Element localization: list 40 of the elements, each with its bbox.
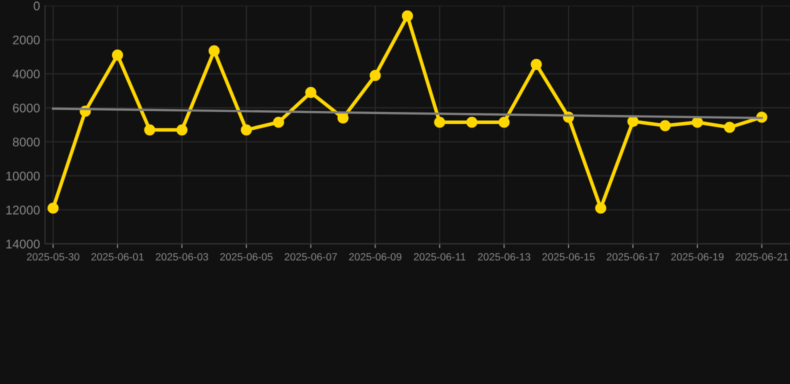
y-tick-label: 0 — [34, 2, 40, 10]
point — [337, 112, 349, 124]
x-tick-label: 2025-06-17 — [606, 253, 660, 261]
y-tick-label: 12000 — [6, 206, 40, 214]
point — [240, 124, 252, 136]
y-tick-label: 6000 — [13, 104, 40, 112]
x-tick-label: 2025-06-15 — [542, 253, 595, 261]
y-tick-label: 14000 — [6, 240, 40, 248]
point — [112, 50, 124, 61]
x-tick-label: 2025-06-03 — [156, 253, 208, 261]
point — [627, 116, 639, 127]
point — [434, 116, 446, 128]
x-tick-label: 2025-05-30 — [26, 253, 80, 261]
point — [370, 70, 381, 82]
point — [273, 116, 284, 128]
x-tick-label: 2025-06-21 — [736, 253, 788, 261]
point — [595, 202, 606, 214]
point — [692, 116, 703, 128]
point — [724, 122, 736, 133]
x-tick-label: 2025-06-07 — [284, 253, 337, 261]
point — [48, 202, 59, 214]
point — [208, 45, 220, 56]
point — [305, 86, 316, 98]
y-tick-label: 10000 — [6, 172, 40, 180]
y-tick-label: 2000 — [12, 36, 40, 44]
x-tick-label: 2025-06-11 — [414, 253, 466, 261]
point — [660, 120, 671, 132]
point — [466, 116, 478, 128]
x-tick-label: 2025-06-13 — [478, 253, 530, 261]
point — [402, 10, 414, 22]
y-tick-label: 4000 — [12, 70, 40, 78]
y-tick-label: 8000 — [12, 138, 40, 146]
point — [530, 58, 542, 70]
point — [144, 124, 156, 136]
x-tick-label: 2025-06-19 — [671, 253, 724, 261]
point — [176, 124, 188, 136]
point — [498, 116, 510, 128]
x-tick-label: 2025-06-01 — [91, 253, 144, 261]
x-tick-label: 2025-06-05 — [220, 253, 273, 261]
x-tick-label: 2025-06-09 — [349, 253, 402, 261]
